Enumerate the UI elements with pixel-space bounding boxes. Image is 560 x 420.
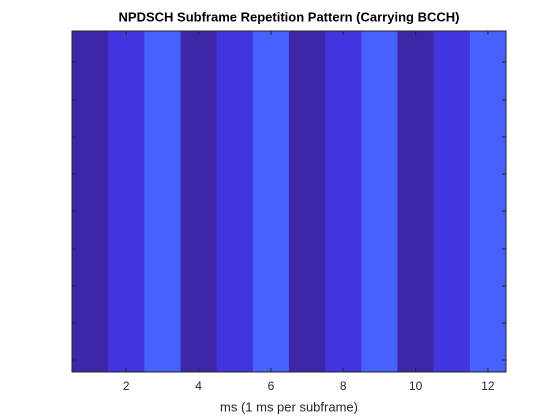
cell — [469, 31, 507, 372]
cell — [397, 31, 435, 372]
x-tick-label: 10 — [409, 379, 423, 393]
cells — [72, 31, 507, 372]
cell — [108, 31, 145, 372]
x-tick-label: 2 — [123, 379, 130, 393]
cell — [216, 31, 254, 372]
cell — [72, 31, 109, 372]
x-tick-label: 6 — [268, 379, 275, 393]
cell — [433, 31, 471, 372]
cell — [361, 31, 398, 372]
x-tick-label: 8 — [340, 379, 347, 393]
y-ticks — [72, 61, 506, 361]
cell — [325, 31, 362, 372]
cell — [144, 31, 181, 372]
chart-title: NPDSCH Subframe Repetition Pattern (Carr… — [119, 9, 460, 24]
cell — [252, 31, 290, 372]
x-axis-label: ms (1 ms per subframe) — [220, 399, 358, 414]
x-tick-label: 12 — [481, 379, 495, 393]
axes-box — [71, 30, 507, 373]
cell — [180, 31, 218, 372]
cell — [289, 31, 326, 372]
axes — [71, 30, 507, 373]
x-tick-label: 4 — [195, 379, 202, 393]
